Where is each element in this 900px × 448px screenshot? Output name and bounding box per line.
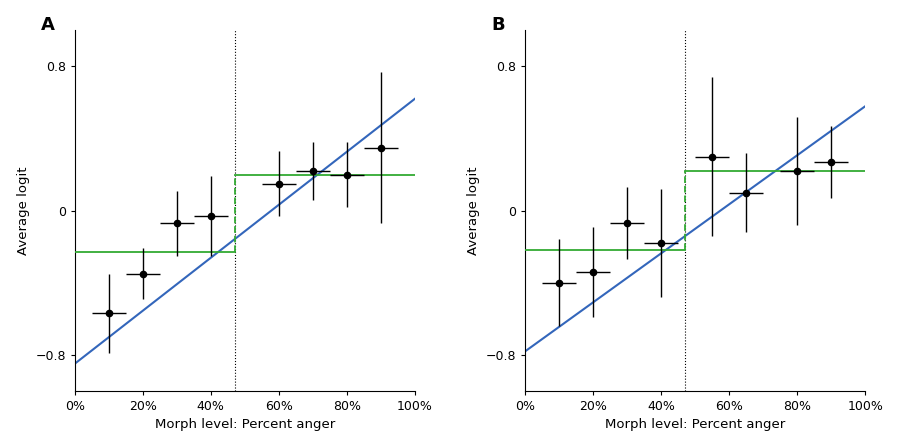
Y-axis label: Average logit: Average logit bbox=[17, 166, 30, 255]
X-axis label: Morph level: Percent anger: Morph level: Percent anger bbox=[155, 418, 335, 431]
Y-axis label: Average logit: Average logit bbox=[467, 166, 481, 255]
Text: A: A bbox=[40, 16, 55, 34]
Text: B: B bbox=[491, 16, 505, 34]
X-axis label: Morph level: Percent anger: Morph level: Percent anger bbox=[606, 418, 786, 431]
